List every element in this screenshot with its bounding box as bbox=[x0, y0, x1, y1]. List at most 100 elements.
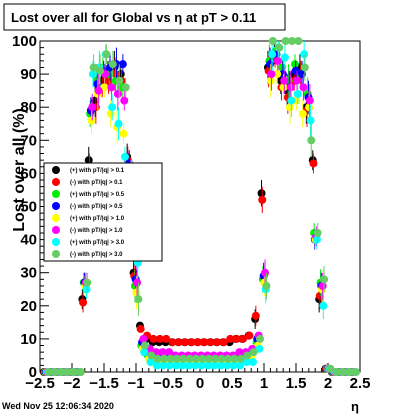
data-point bbox=[136, 324, 145, 333]
data-point bbox=[64, 368, 73, 376]
data-point bbox=[216, 361, 225, 370]
data-point bbox=[232, 334, 241, 343]
data-point bbox=[306, 116, 315, 125]
data-point bbox=[120, 96, 129, 105]
data-point bbox=[267, 70, 276, 79]
data-point bbox=[197, 361, 206, 370]
data-point bbox=[187, 338, 196, 347]
x-tick-label: −2 bbox=[63, 375, 80, 392]
data-point bbox=[106, 109, 115, 118]
data-point bbox=[165, 348, 174, 357]
data-point bbox=[166, 354, 175, 363]
data-point bbox=[266, 60, 275, 69]
data-point bbox=[300, 63, 309, 72]
data-point bbox=[211, 354, 220, 363]
data-point bbox=[256, 334, 265, 343]
data-point bbox=[44, 368, 53, 376]
date-stamp: Wed Nov 25 12:06:34 2020 bbox=[2, 401, 114, 411]
legend-marker bbox=[52, 202, 60, 210]
data-point bbox=[108, 60, 117, 69]
data-point bbox=[121, 83, 130, 92]
data-point bbox=[113, 89, 122, 98]
data-point bbox=[178, 361, 187, 370]
data-point bbox=[181, 338, 190, 347]
data-point bbox=[120, 152, 129, 161]
legend: (+) with pT/|q| > 0.1 (-) with pT/|q| > 0… bbox=[52, 166, 125, 258]
legend-label: (+) with pT/|q| > 3.0 bbox=[70, 240, 125, 246]
data-point bbox=[298, 70, 307, 79]
data-point bbox=[158, 348, 167, 357]
data-point bbox=[134, 295, 143, 304]
data-point bbox=[79, 298, 88, 307]
legend-marker bbox=[52, 238, 60, 246]
data-point bbox=[319, 301, 328, 310]
data-point bbox=[200, 338, 209, 347]
data-point bbox=[102, 50, 111, 59]
data-point bbox=[192, 354, 201, 363]
data-point bbox=[172, 361, 181, 370]
data-point bbox=[261, 268, 270, 277]
data-point bbox=[299, 83, 308, 92]
y-tick-label: 10 bbox=[20, 331, 37, 348]
data-point bbox=[179, 354, 188, 363]
data-point bbox=[198, 354, 207, 363]
data-point bbox=[312, 235, 321, 244]
data-point bbox=[147, 351, 156, 360]
y-tick-label: 90 bbox=[20, 66, 37, 83]
data-point bbox=[219, 338, 228, 347]
data-point bbox=[57, 368, 66, 376]
data-point bbox=[223, 361, 232, 370]
data-point bbox=[88, 103, 97, 112]
data-point bbox=[194, 338, 203, 347]
data-point bbox=[140, 341, 149, 350]
data-point bbox=[251, 311, 260, 320]
data-point bbox=[262, 281, 271, 290]
data-point bbox=[152, 361, 161, 370]
data-point bbox=[307, 136, 316, 145]
data-point bbox=[258, 195, 267, 204]
y-tick-label: 60 bbox=[20, 165, 37, 182]
data-point bbox=[226, 334, 235, 343]
data-point bbox=[230, 354, 239, 363]
data-point bbox=[313, 228, 322, 237]
data-point bbox=[239, 334, 248, 343]
x-tick-label: 1.5 bbox=[286, 375, 307, 392]
data-point bbox=[153, 354, 162, 363]
data-point bbox=[235, 348, 244, 357]
x-tick-label: 0 bbox=[196, 375, 204, 392]
data-point bbox=[236, 354, 245, 363]
data-point bbox=[345, 368, 354, 376]
data-point bbox=[213, 338, 222, 347]
data-point bbox=[133, 278, 142, 287]
y-tick-label: 0 bbox=[29, 364, 37, 381]
data-point bbox=[285, 103, 294, 112]
data-point bbox=[290, 60, 299, 69]
legend-marker bbox=[52, 190, 60, 198]
data-point bbox=[160, 354, 169, 363]
data-point bbox=[352, 368, 361, 376]
data-point bbox=[286, 83, 295, 92]
data-point bbox=[204, 354, 213, 363]
data-points bbox=[39, 37, 361, 376]
data-point bbox=[278, 70, 287, 79]
data-point bbox=[281, 37, 290, 45]
data-point bbox=[224, 354, 233, 363]
data-point bbox=[94, 86, 103, 95]
y-tick-label: 100 bbox=[12, 33, 37, 50]
data-point bbox=[165, 361, 174, 370]
data-point bbox=[207, 338, 216, 347]
x-tick-label: 1 bbox=[260, 375, 268, 392]
data-point bbox=[236, 361, 245, 370]
y-tick-label: 30 bbox=[20, 265, 37, 282]
x-tick-label: −1.5 bbox=[89, 375, 119, 392]
legend-label: (-) with pT/|q| > 1.0 bbox=[70, 228, 123, 234]
data-point bbox=[204, 361, 213, 370]
data-point bbox=[268, 50, 277, 59]
data-point bbox=[320, 275, 329, 284]
data-point bbox=[243, 351, 252, 360]
data-point bbox=[287, 96, 296, 105]
legend-label: (+) with pT/|q| > 0.1 bbox=[70, 168, 125, 174]
data-point bbox=[84, 156, 93, 165]
data-point bbox=[114, 119, 123, 128]
